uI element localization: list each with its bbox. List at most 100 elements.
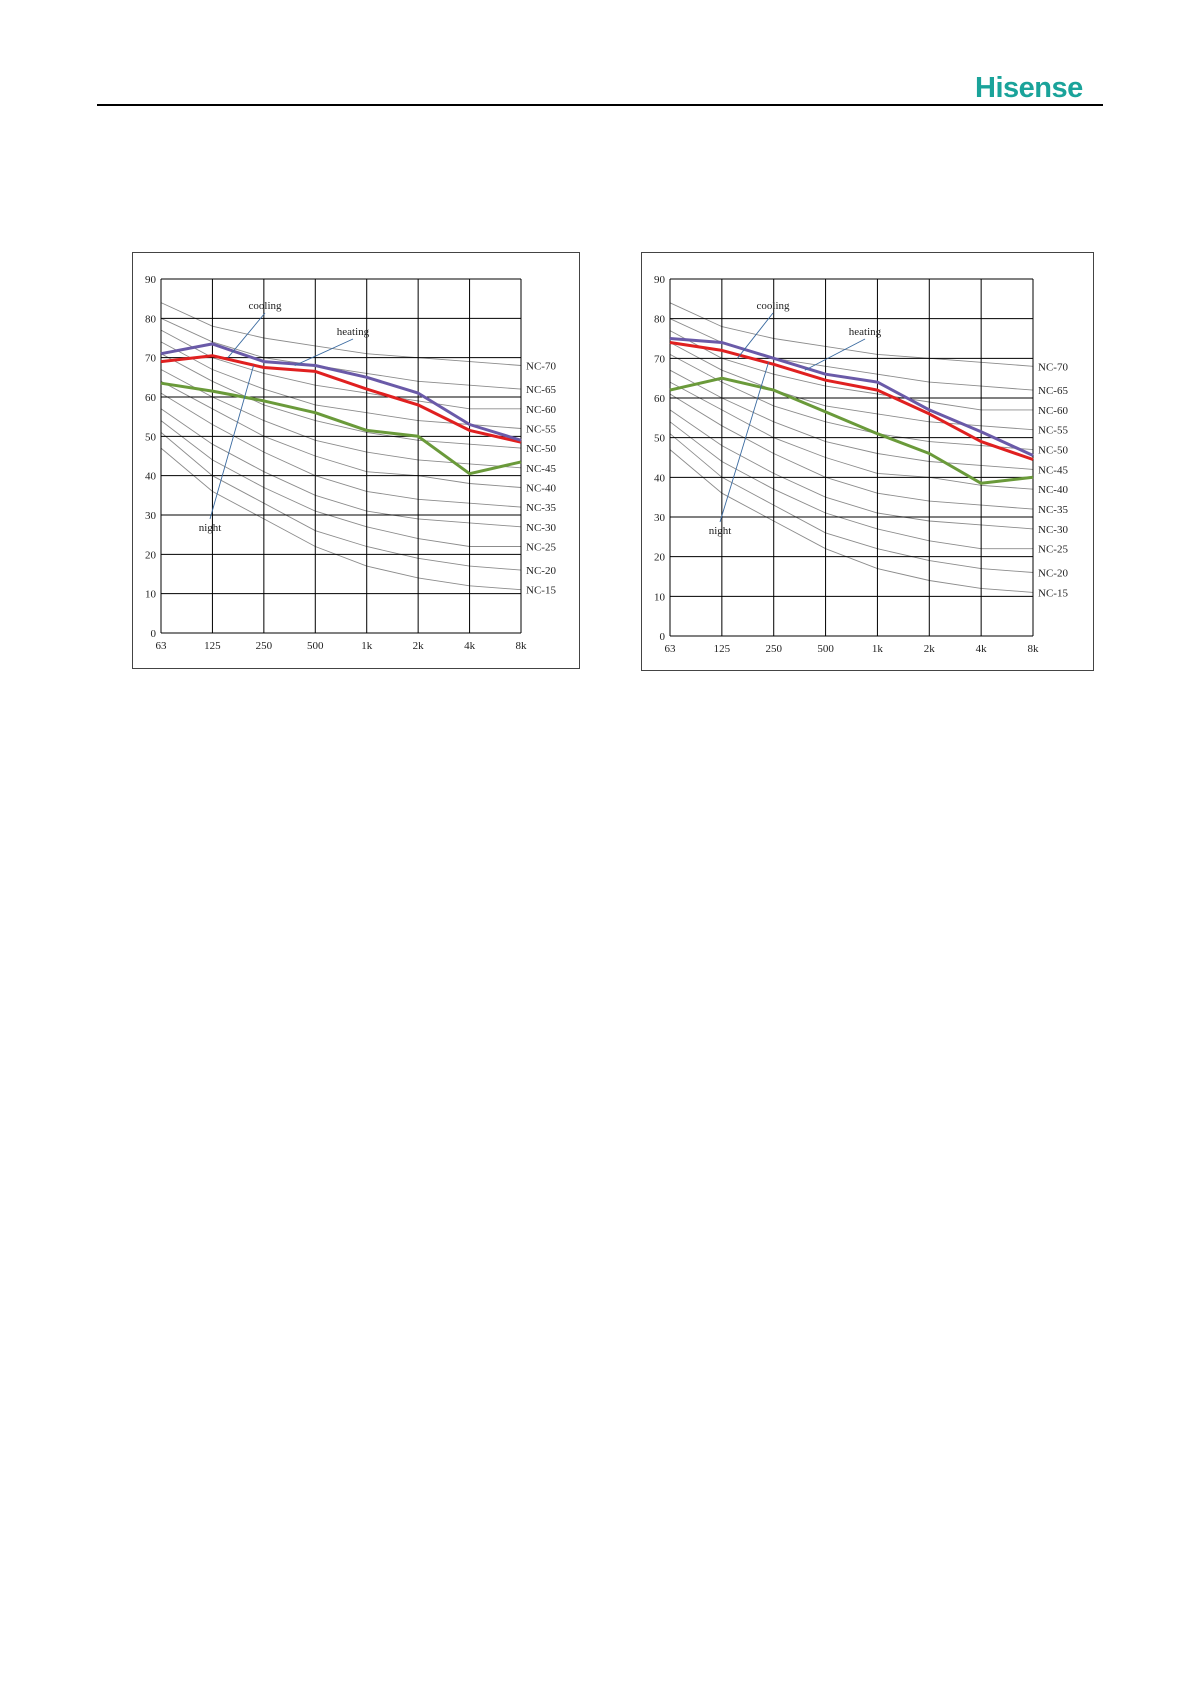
chart2-y-tick-label: 90 (654, 274, 666, 286)
chart1-callout-label-cooling: cooling (249, 300, 282, 312)
chart2-nc-label: NC-65 (1038, 385, 1068, 397)
chart2-x-tick-label: 2k (924, 643, 936, 655)
chart2-callout-leader-night (719, 362, 769, 523)
chart1-x-tick-label: 63 (156, 640, 168, 652)
chart2-nc-curve (669, 393, 1034, 510)
chart1-nc-curve (160, 420, 521, 547)
chart2-nc-label: NC-45 (1038, 464, 1068, 476)
chart2-nc-label: NC-50 (1038, 445, 1068, 457)
chart2-series-night-line (669, 376, 1034, 485)
chart2-nc-label: NC-20 (1038, 568, 1068, 580)
chart2-series-cooling-line (669, 337, 1034, 457)
chart1-nc-curve (160, 369, 522, 469)
chart1-series (160, 342, 522, 476)
chart1-y-tick-label: 0 (151, 628, 157, 640)
chart2-nc-label: NC-55 (1038, 425, 1068, 437)
chart2-annotations: cooling heating night (709, 300, 882, 537)
chart2-y-tick-label: 10 (654, 591, 666, 603)
chart2-nc-curve (669, 421, 1033, 550)
chart2-nc-curve (669, 342, 1034, 431)
chart1-x-tick-label: 1k (361, 640, 373, 652)
chart2-nc-curve (669, 381, 1034, 490)
chart1-nc-label: NC-40 (526, 482, 556, 494)
chart2-x-tick-label: 8k (1028, 643, 1040, 655)
chart2-y-tick-label: 30 (654, 512, 666, 524)
chart1-series-cooling-line (160, 342, 522, 442)
chart1-nc-label: NC-70 (526, 361, 556, 373)
chart2-y-tick-label: 0 (660, 631, 666, 643)
chart1-grid: 0 10 20 30 40 50 60 70 80 90 63 125 250 500 1k 2k 4k 8k (145, 274, 527, 652)
chart1-nc-label: NC-25 (526, 541, 556, 553)
header-rule (97, 104, 1103, 106)
noise-chart-2: NC-70 NC-65 NC-60 NC-55 NC-50 NC-45 NC-40 NC-35… (641, 252, 1094, 671)
chart1-nc-label: NC-50 (526, 443, 556, 455)
chart1-nc-label: NC-55 (526, 423, 556, 435)
chart1-nc-label: NC-20 (526, 565, 556, 577)
chart2-nc-curve (669, 449, 1034, 593)
chart2-nc-curve (669, 409, 1034, 530)
chart2-series (669, 337, 1034, 485)
chart1-nc-label: NC-60 (526, 404, 556, 416)
chart1-nc-curve (160, 302, 522, 366)
chart1-nc-label: NC-45 (526, 463, 556, 475)
chart2-nc-curve (669, 369, 1034, 470)
chart2-y-tick-label: 50 (654, 433, 666, 445)
chart1-callout-leader-night (209, 365, 255, 520)
chart2-nc-curve (669, 302, 1034, 367)
chart2-x-tick-label: 500 (817, 643, 834, 655)
chart1-y-tick-label: 80 (145, 313, 157, 325)
chart1-nc-curve (160, 380, 522, 488)
hisense-logo: Hisense (975, 72, 1083, 104)
chart2-callout-label-heating: heating (849, 326, 882, 338)
chart2-grid: 0 10 20 30 40 50 60 70 80 90 63 125 250 500 1k 2k 4k 8k (654, 274, 1039, 655)
chart2-nc-curves: NC-70 NC-65 NC-60 NC-55 NC-50 NC-45 NC-40 NC-35… (669, 302, 1068, 599)
chart1-annotations: cooling heating night (199, 300, 370, 534)
noise-chart-2-svg: NC-70 NC-65 NC-60 NC-55 NC-50 NC-45 NC-40 NC-35… (654, 274, 1068, 655)
chart2-x-tick-label: 1k (872, 643, 884, 655)
chart1-callout-leader-heating (294, 338, 354, 366)
chart1-x-tick-label: 500 (307, 640, 324, 652)
chart1-nc-label: NC-65 (526, 384, 556, 396)
chart1-nc-label: NC-30 (526, 522, 556, 534)
chart1-nc-curve (160, 392, 522, 508)
chart1-nc-curve (160, 447, 522, 591)
chart1-y-tick-label: 70 (145, 353, 157, 365)
chart1-y-tick-label: 90 (145, 274, 157, 286)
chart2-nc-label: NC-25 (1038, 544, 1068, 556)
chart2-callout-leader-cooling (737, 312, 774, 359)
chart2-nc-curve (669, 354, 1034, 451)
chart2-nc-label: NC-30 (1038, 524, 1068, 536)
chart2-nc-label: NC-15 (1038, 587, 1068, 599)
chart1-series-night-line (160, 381, 522, 476)
chart1-y-tick-label: 60 (145, 392, 157, 404)
chart1-nc-curve (160, 317, 522, 390)
chart2-x-tick-label: 63 (665, 643, 677, 655)
noise-chart-1: NC-70 NC-65 NC-60 NC-55 NC-50 NC-45 NC-40 NC-35… (132, 252, 580, 669)
chart2-nc-label: NC-35 (1038, 504, 1068, 516)
chart2-callout-label-night: night (709, 525, 732, 537)
chart2-nc-label: NC-60 (1038, 405, 1068, 417)
chart2-x-tick-label: 4k (976, 643, 988, 655)
chart1-y-tick-label: 40 (145, 471, 157, 483)
chart1-series-heating-line (160, 354, 522, 444)
chart1-nc-curve (160, 408, 522, 528)
chart2-y-tick-label: 60 (654, 393, 666, 405)
chart2-nc-label: NC-70 (1038, 361, 1068, 373)
chart2-nc-curve (669, 433, 1034, 573)
chart2-y-tick-label: 40 (654, 472, 666, 484)
chart1-callout-label-night: night (199, 522, 222, 534)
chart1-callout-leader-cooling (227, 312, 266, 358)
chart2-nc-label: NC-40 (1038, 484, 1068, 496)
chart2-x-tick-label: 250 (765, 643, 782, 655)
chart1-x-tick-label: 4k (464, 640, 476, 652)
noise-chart-1-svg: NC-70 NC-65 NC-60 NC-55 NC-50 NC-45 NC-40 NC-35… (145, 274, 556, 652)
chart2-nc-curve (669, 330, 1033, 411)
chart1-nc-label: NC-15 (526, 585, 556, 597)
chart1-y-tick-label: 20 (145, 549, 157, 561)
chart1-y-tick-label: 10 (145, 589, 157, 601)
chart1-nc-curve (160, 341, 522, 429)
chart1-y-tick-label: 30 (145, 510, 157, 522)
chart1-x-tick-label: 2k (413, 640, 425, 652)
chart2-series-heating-line (669, 341, 1034, 461)
chart1-nc-curves: NC-70 NC-65 NC-60 NC-55 NC-50 NC-45 NC-40 NC-35… (160, 302, 556, 597)
